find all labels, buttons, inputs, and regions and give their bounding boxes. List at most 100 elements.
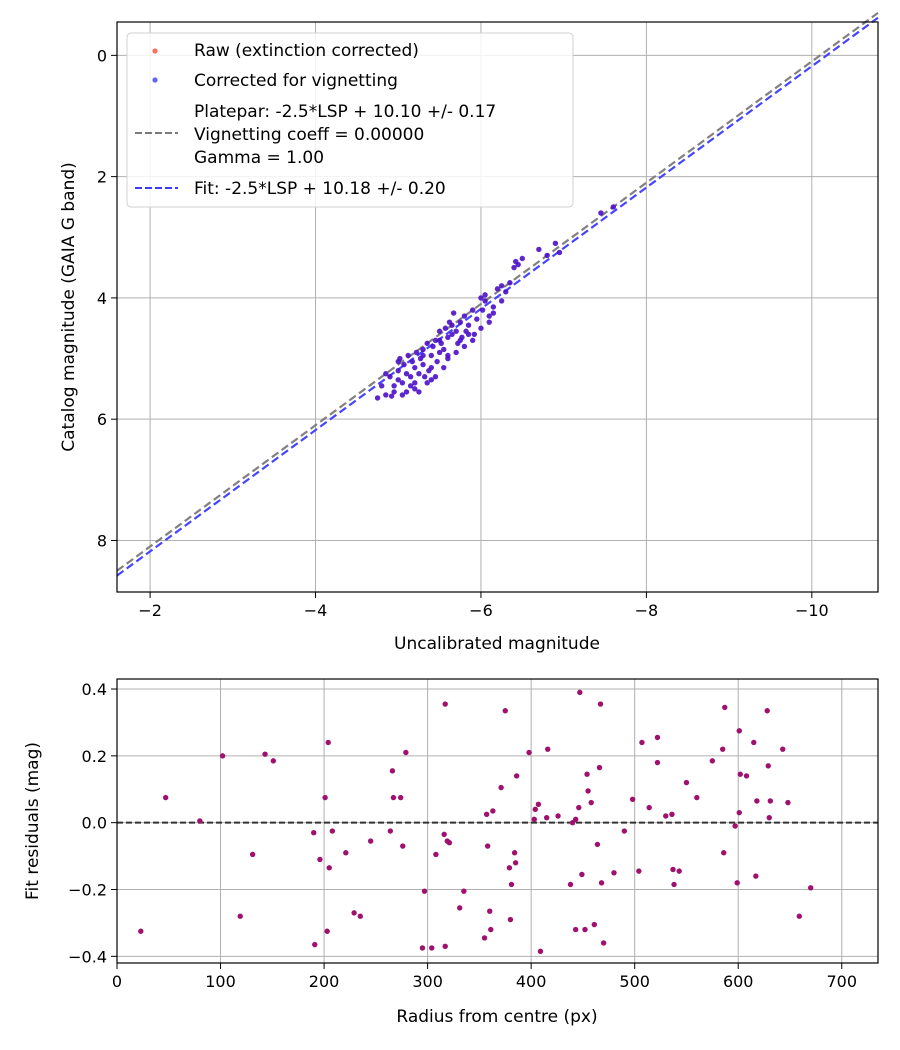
bottom-point: [138, 928, 144, 934]
bottom-point: [785, 799, 791, 806]
bottom-point: [390, 794, 397, 801]
bottom-xtick-label: 400: [516, 972, 547, 991]
bottom-point: [387, 828, 394, 834]
bottom-point: [722, 704, 728, 711]
top-point: [544, 252, 550, 259]
bottom-point: [683, 779, 690, 786]
bottom-point: [498, 784, 504, 791]
bottom-point: [317, 856, 323, 863]
bottom-point: [270, 758, 277, 764]
bottom-point: [796, 913, 803, 919]
bottom-point: [488, 926, 494, 933]
top-point: [441, 364, 447, 371]
bottom-point: [219, 753, 226, 759]
top-point: [461, 343, 468, 350]
bottom-xtick-label: 200: [309, 972, 340, 991]
top-point: [445, 352, 451, 359]
top-point: [416, 371, 422, 377]
bottom-point: [502, 708, 508, 714]
bottom-point: [343, 850, 349, 856]
top-point: [469, 337, 476, 344]
top-point: [420, 361, 426, 368]
top-point: [519, 255, 526, 262]
bottom-point: [403, 749, 409, 756]
top-point: [383, 392, 389, 398]
bottom-ytick-label: 0.4: [82, 680, 107, 699]
top-point: [391, 389, 397, 395]
top-point: [478, 325, 484, 331]
top-point: [412, 380, 418, 386]
bottom-xtick-label: 100: [205, 972, 236, 991]
top-point: [453, 349, 459, 356]
bottom-point: [611, 870, 617, 876]
bottom-point: [597, 701, 604, 707]
top-point: [469, 307, 476, 313]
bottom-point: [753, 873, 759, 879]
bottom-point: [584, 771, 590, 777]
bottom-point: [513, 773, 520, 779]
top-point: [403, 389, 410, 395]
bottom-point: [579, 871, 585, 878]
bottom-chart: 0 100 200 300 400 500 600 700 0.4 0.2 0.0 −0.2 −0.4…: [23, 678, 879, 1027]
top-point: [478, 295, 484, 301]
top-xtick-label: −10: [795, 601, 829, 620]
bottom-point: [311, 829, 317, 836]
top-point: [407, 374, 414, 380]
top-chart: −2 −4 −6 −8 −10 0 2 4 6 8 Uncalibrated magnitude…: [59, 12, 879, 654]
bottom-point: [736, 809, 742, 816]
bottom-point: [765, 763, 771, 769]
bottom-point: [594, 841, 601, 848]
bottom-point: [237, 913, 243, 919]
top-point: [428, 352, 435, 359]
bottom-point: [442, 943, 448, 949]
bottom-point: [567, 881, 574, 888]
top-point: [416, 389, 422, 395]
bottom-point: [669, 811, 675, 818]
bottom-point: [483, 811, 490, 818]
bottom-yticks: 0.4 0.2 0.0 −0.2 −0.4: [68, 680, 117, 966]
top-point: [428, 364, 435, 371]
bottom-point: [461, 888, 467, 894]
bottom-point: [367, 838, 374, 844]
top-point: [449, 322, 455, 328]
top-line-fit: [116, 16, 879, 577]
bottom-axes-frame: [116, 678, 879, 964]
bottom-plot-area: [117, 679, 878, 963]
bottom-point: [400, 843, 406, 849]
top-point: [395, 367, 401, 374]
bottom-point: [629, 796, 636, 802]
top-point: [453, 328, 459, 334]
top-point: [450, 310, 457, 316]
top-xtick-label: −2: [138, 601, 162, 620]
bottom-ytick-label: 0.0: [82, 814, 107, 833]
top-point: [552, 240, 559, 247]
legend-platepar-label-2: Vignetting coeff = 0.00000: [194, 125, 424, 145]
bottom-point: [446, 840, 453, 846]
bottom-point: [389, 768, 396, 774]
bottom-point: [663, 813, 669, 819]
bottom-point: [419, 945, 426, 951]
legend-platepar-label-1: Platepar: -2.5*LSP + 10.10 +/- 0.17: [194, 102, 496, 122]
top-point: [598, 210, 604, 216]
bottom-point: [197, 818, 203, 824]
bottom-point: [598, 880, 605, 886]
top-point: [474, 316, 480, 322]
top-point: [457, 319, 463, 325]
top-ytick-label: 4: [97, 289, 107, 308]
top-point: [494, 286, 501, 292]
bottom-point: [433, 851, 439, 858]
legend-box: [126, 32, 574, 208]
top-point: [498, 298, 505, 304]
bottom-point: [572, 816, 579, 823]
bottom-xticks: 0 100 200 300 400 500 600 700: [112, 963, 857, 991]
bottom-ylabel: Fit residuals (mag): [23, 742, 43, 900]
bottom-point: [532, 806, 538, 813]
top-ytick-label: 0: [97, 46, 107, 65]
top-point: [434, 358, 440, 365]
legend-raw-label: Raw (extinction corrected): [194, 41, 419, 61]
top-axes-frame: [116, 21, 879, 593]
bottom-point: [397, 794, 404, 801]
bottom-point: [457, 905, 463, 911]
bottom-point: [329, 828, 336, 834]
top-point: [436, 328, 443, 334]
